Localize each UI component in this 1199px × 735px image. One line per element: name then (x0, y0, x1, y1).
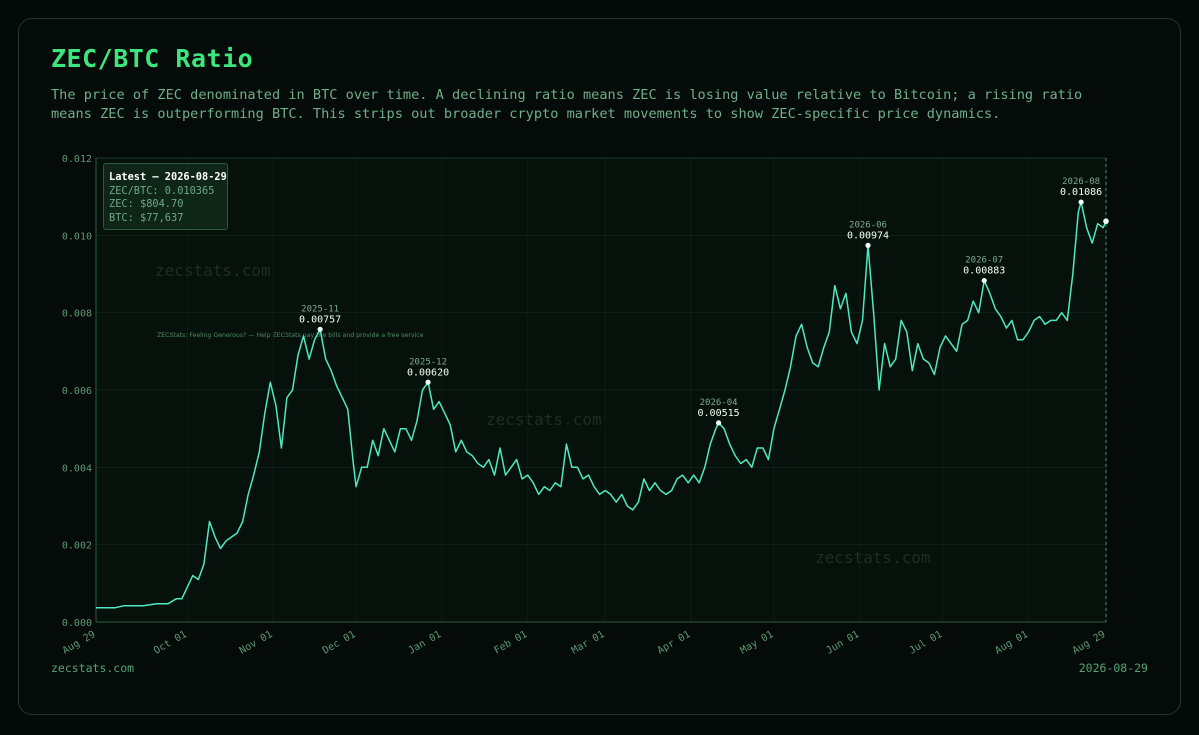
ratio-line (96, 201, 1107, 609)
peak-marker (981, 277, 987, 284)
watermark-text: zecstats.com (486, 410, 602, 429)
peak-month-label: 2026-07 (965, 256, 1003, 266)
y-tick-label: 0.004 (62, 463, 92, 474)
footer-date: 2026-08-29 (1078, 661, 1148, 675)
peak-marker (1078, 199, 1084, 205)
page-title: ZEC/BTC Ratio (51, 44, 254, 73)
peak-marker (865, 242, 871, 248)
promo-text: ZECStats: Feeling Generous? — Help ZECSt… (157, 332, 424, 339)
peak-month-label: 2026-04 (700, 398, 738, 408)
page-subtitle: The price of ZEC denominated in BTC over… (51, 87, 1083, 122)
latest-point-marker (1103, 218, 1109, 225)
peak-month-label: 2026-06 (849, 220, 887, 230)
peak-month-label: 2025-11 (301, 304, 339, 314)
peak-marker (317, 326, 323, 332)
peak-marker (716, 420, 722, 426)
watermark-text: zecstats.com (815, 548, 931, 567)
x-tick-label: Aug 29 (61, 629, 98, 657)
peak-value-label: 0.00757 (299, 314, 341, 325)
x-tick-label: Feb 01 (492, 629, 529, 657)
x-tick-label: Nov 01 (238, 629, 275, 657)
peak-value-label: 0.01086 (1060, 187, 1102, 198)
y-tick-label: 0.010 (62, 231, 92, 242)
y-tick-label: 0.008 (62, 309, 92, 320)
x-tick-label: Dec 01 (321, 629, 358, 657)
peak-month-label: 2026-08 (1062, 177, 1100, 187)
y-tick-label: 0.006 (62, 386, 92, 397)
peak-value-label: 0.00883 (963, 266, 1005, 277)
latest-ratio: ZEC/BTC: 0.010365 (109, 184, 215, 197)
x-tick-label: Oct 01 (152, 629, 189, 657)
watermark-text: zecstats.com (155, 261, 271, 280)
y-tick-label: 0.000 (62, 618, 92, 629)
x-tick-label: Aug 29 (1071, 629, 1108, 657)
x-tick-label: Aug 01 (993, 629, 1030, 657)
latest-heading: Latest — 2026-08-29 (109, 171, 227, 183)
y-tick-label: 0.002 (62, 541, 92, 552)
y-tick-label: 0.012 (62, 154, 92, 165)
x-tick-label: Jan 01 (407, 629, 444, 657)
x-tick-label: Apr 01 (656, 629, 693, 657)
latest-info-box: Latest — 2026-08-29 ZEC/BTC: 0.010365 ZE… (103, 163, 228, 230)
x-tick-label: Mar 01 (570, 629, 607, 657)
peak-month-label: 2025-12 (409, 357, 447, 367)
x-tick-label: Jul 01 (907, 629, 944, 657)
peak-marker (425, 379, 431, 385)
peak-value-label: 0.00620 (407, 367, 449, 378)
footer-site[interactable]: zecstats.com (51, 661, 135, 675)
x-tick-label: May 01 (739, 629, 776, 657)
peak-value-label: 0.00515 (698, 408, 740, 419)
latest-btc-price: BTC: $77,637 (109, 211, 184, 224)
latest-zec-price: ZEC: $804.70 (109, 198, 184, 210)
x-tick-label: Jun 01 (824, 629, 861, 657)
peak-value-label: 0.00974 (847, 230, 889, 241)
